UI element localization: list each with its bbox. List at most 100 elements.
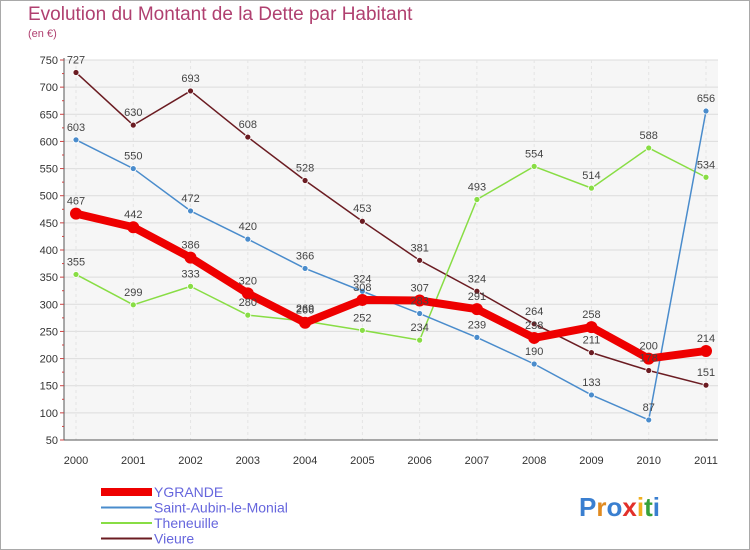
data-point <box>473 287 481 295</box>
data-point <box>358 326 366 334</box>
data-label: 307 <box>410 282 428 294</box>
data-point <box>187 282 194 290</box>
data-point <box>241 287 254 300</box>
data-label: 252 <box>353 312 371 324</box>
data-point <box>588 349 595 357</box>
data-point <box>356 293 369 306</box>
data-point <box>244 133 252 141</box>
data-label: 472 <box>181 193 199 205</box>
x-tick-label: 2001 <box>121 455 145 467</box>
data-point <box>70 207 82 220</box>
data-label: 550 <box>124 151 142 163</box>
data-label: 308 <box>353 282 371 294</box>
x-tick-label: 2000 <box>64 455 88 467</box>
data-point <box>184 251 197 264</box>
x-tick-label: 2005 <box>350 455 374 467</box>
data-point <box>645 144 653 152</box>
data-point <box>413 294 426 307</box>
data-point <box>645 367 653 374</box>
data-point <box>528 331 541 344</box>
y-tick-label: 250 <box>40 326 58 338</box>
data-label: 324 <box>353 273 371 285</box>
data-point <box>588 391 595 399</box>
data-label: 133 <box>582 377 600 389</box>
data-label: 299 <box>124 287 142 299</box>
legend-label: Saint-Aubin-le-Monial <box>154 500 288 516</box>
data-label: 528 <box>296 163 314 175</box>
y-tick-label: 650 <box>40 109 58 121</box>
data-point <box>530 162 538 170</box>
data-point <box>416 336 424 344</box>
data-point <box>530 360 538 368</box>
data-label: 608 <box>239 119 257 131</box>
y-tick-label: 750 <box>40 55 58 67</box>
series-line <box>72 209 710 363</box>
legend-label: YGRANDE <box>154 484 223 500</box>
data-label: 214 <box>697 333 715 345</box>
data-label: 656 <box>697 93 715 105</box>
data-label: 291 <box>468 291 486 303</box>
data-label: 534 <box>697 159 715 171</box>
data-label: 234 <box>410 322 428 334</box>
data-label: 280 <box>239 297 257 309</box>
data-label: 381 <box>410 242 428 254</box>
data-label: 366 <box>296 250 314 262</box>
data-label: 514 <box>582 170 600 182</box>
x-tick-label: 2008 <box>522 455 546 467</box>
data-label: 320 <box>239 275 257 287</box>
data-label: 603 <box>67 122 85 134</box>
data-point <box>585 321 598 334</box>
data-label: 453 <box>353 203 371 215</box>
data-point <box>700 344 712 357</box>
legend-label: Theneuille <box>154 515 219 531</box>
data-label: 178 <box>640 353 658 365</box>
data-label: 442 <box>124 209 142 221</box>
data-label: 324 <box>468 273 486 285</box>
y-tick-label: 500 <box>40 191 58 203</box>
legend-label: Vieure <box>154 531 194 547</box>
data-label: 200 <box>640 341 658 353</box>
data-point <box>129 165 137 172</box>
data-label: 355 <box>67 256 85 268</box>
x-tick-label: 2009 <box>579 455 603 467</box>
proxiti-logo: Proxiti <box>579 492 660 522</box>
y-tick-label: 300 <box>40 299 58 311</box>
data-point <box>187 87 194 95</box>
data-point <box>473 196 481 203</box>
data-point <box>301 265 309 272</box>
data-point <box>416 256 424 264</box>
series-line <box>75 147 707 341</box>
data-point <box>358 217 366 225</box>
data-label: 266 <box>296 305 314 317</box>
data-point <box>127 221 140 234</box>
y-tick-label: 450 <box>40 218 58 230</box>
data-label: 333 <box>181 268 199 280</box>
data-label: 239 <box>468 319 486 331</box>
data-label: 386 <box>181 240 199 252</box>
x-tick-label: 2004 <box>293 455 317 467</box>
x-tick-label: 2007 <box>465 455 489 467</box>
y-tick-label: 400 <box>40 245 58 257</box>
data-point <box>299 316 312 329</box>
data-label: 588 <box>640 130 658 142</box>
data-point <box>244 235 252 243</box>
x-tick-label: 2006 <box>407 455 431 467</box>
data-label: 420 <box>239 221 257 233</box>
data-label: 467 <box>67 196 85 208</box>
data-point <box>301 177 309 184</box>
data-point <box>72 271 80 278</box>
y-tick-label: 600 <box>40 136 58 148</box>
data-label: 151 <box>697 367 715 379</box>
y-tick-label: 200 <box>40 354 58 366</box>
y-tick-label: 350 <box>40 272 58 284</box>
data-point <box>416 310 424 317</box>
data-point <box>702 173 710 181</box>
data-label: 238 <box>525 320 543 332</box>
data-label: 283 <box>410 296 428 308</box>
data-point <box>588 184 595 192</box>
data-point <box>702 107 710 115</box>
data-point <box>645 416 653 424</box>
x-tick-label: 2003 <box>236 455 260 467</box>
series-line <box>75 71 707 386</box>
